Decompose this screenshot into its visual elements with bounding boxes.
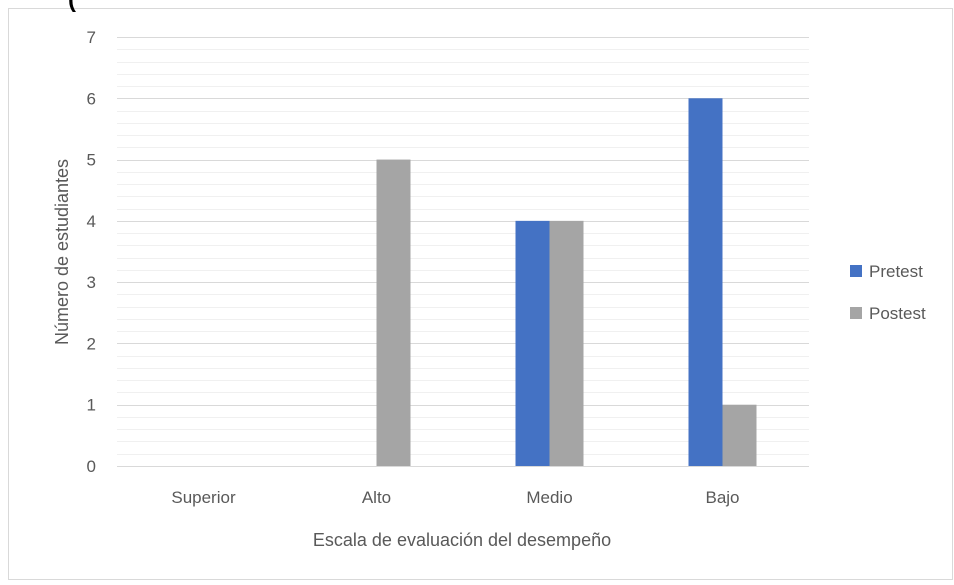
y-tick-label: 7 (87, 28, 96, 47)
bar-postest-alto (376, 159, 411, 467)
y-axis-ticks: 0 1 2 3 4 5 6 7 (87, 28, 96, 476)
legend: Pretest Postest (850, 262, 926, 323)
y-tick-label: 1 (87, 396, 96, 415)
x-axis-label: Escala de evaluación del desempeño (313, 530, 611, 550)
legend-swatch-postest (850, 307, 862, 319)
legend-swatch-pretest (850, 265, 862, 277)
bar-pretest-medio (515, 220, 550, 466)
x-tick-label: Superior (171, 488, 236, 507)
x-tick-label: Medio (526, 488, 572, 507)
y-tick-label: 5 (87, 151, 96, 170)
bars (376, 98, 757, 467)
y-tick-label: 0 (87, 457, 96, 476)
x-tick-label: Bajo (705, 488, 739, 507)
bar-postest-medio (549, 220, 584, 466)
chart-title: ( (68, 0, 76, 14)
x-tick-label: Alto (362, 488, 391, 507)
bar-postest-bajo (722, 404, 757, 466)
y-tick-label: 3 (87, 273, 96, 292)
x-axis-ticks: Superior Alto Medio Bajo (171, 488, 739, 507)
bar-pretest-bajo (688, 98, 723, 467)
y-tick-label: 4 (87, 212, 96, 231)
legend-label-pretest: Pretest (869, 262, 923, 281)
y-tick-label: 6 (87, 89, 96, 108)
y-axis-label: Número de estudiantes (52, 159, 72, 345)
y-tick-label: 2 (87, 334, 96, 353)
legend-label-postest: Postest (869, 304, 926, 323)
